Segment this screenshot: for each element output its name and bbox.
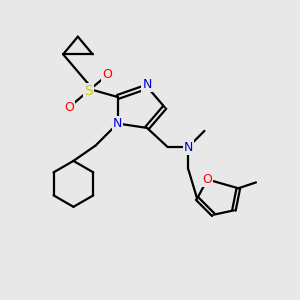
Text: N: N — [142, 78, 152, 91]
Text: O: O — [64, 101, 74, 114]
Text: O: O — [102, 68, 112, 81]
Text: N: N — [184, 141, 193, 154]
Text: O: O — [202, 173, 212, 186]
Text: S: S — [84, 84, 92, 98]
Text: N: N — [113, 117, 122, 130]
